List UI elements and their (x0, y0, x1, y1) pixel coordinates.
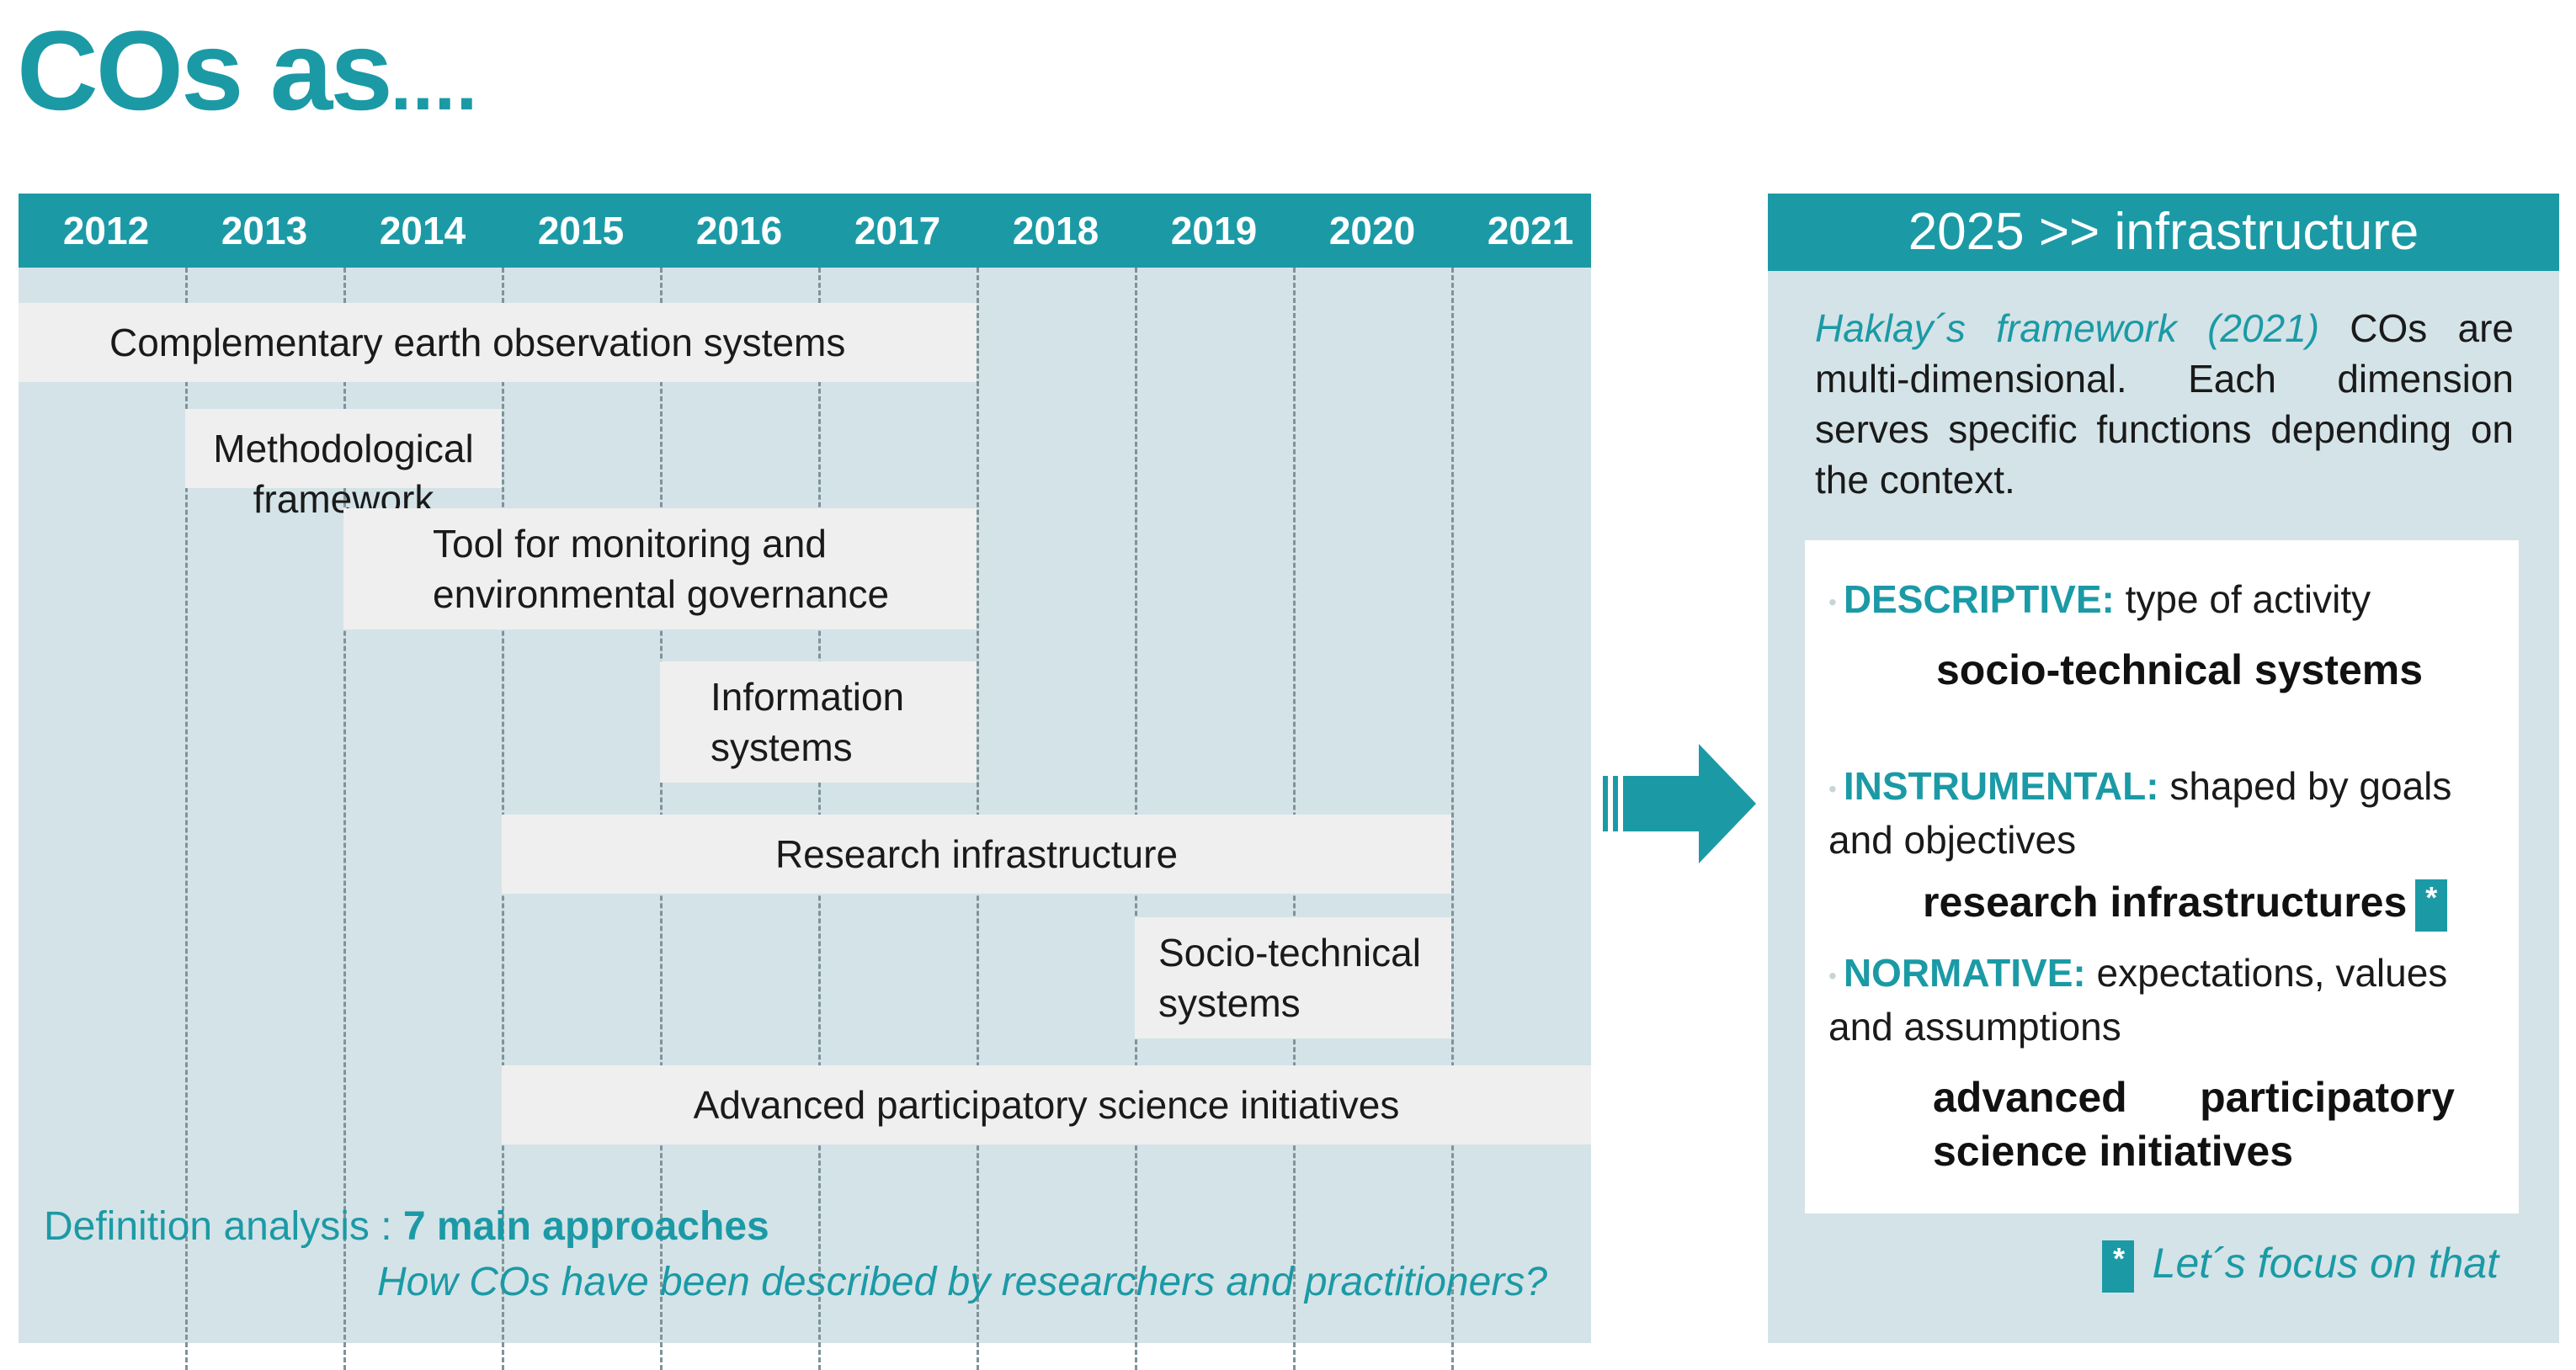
bar-label: Research infrastructure (774, 832, 1179, 876)
dimension-outcome: advanced participatory science initiativ… (1933, 1074, 2455, 1175)
bar-label: systems (1158, 981, 1301, 1025)
dimension-description: type of activity (2114, 577, 2371, 621)
focus-note: * Let´s focus on that (2101, 1239, 2499, 1293)
timeline-bar: Advanced participatory science initiativ… (502, 1065, 1591, 1144)
focus-text: Let´s focus on that (2152, 1240, 2499, 1287)
infrastructure-header: 2025 >> infrastructure (1768, 194, 2559, 271)
bar-label: Information (711, 675, 905, 719)
analysis-prefix: Definition analysis : (44, 1204, 403, 1249)
title-dots: .... (390, 42, 478, 126)
research-question: How COs have been described by researche… (376, 1260, 1547, 1304)
analysis-count: 7 main approaches (402, 1204, 769, 1249)
bullet-icon: • (1828, 962, 1837, 989)
year-gridline (185, 268, 188, 1370)
timeline-bar: Socio-technical systems (1135, 917, 1451, 1038)
timeline-panel: 2012 2013 2014 2015 2016 2017 2018 2019 2020 2021… (19, 194, 1591, 1370)
timeline-bar: Tool for monitoring and environmental gov… (343, 508, 977, 629)
dimensions-box: • DESCRIPTIVE: type of activity socio-tec… (1805, 540, 2519, 1213)
dimension-keyword: INSTRUMENTAL: (1843, 764, 2159, 808)
bar-label: systems (711, 725, 853, 769)
bar-label: Advanced participatory science initiativ… (693, 1083, 1400, 1127)
dimension-description: shaped by goals and objectives (1828, 764, 2452, 862)
year-label: 2013 (221, 209, 308, 252)
asterisk-icon: * (2415, 879, 2448, 932)
dimension-normative: • NORMATIVE: expectations, values and ass… (1828, 948, 2502, 1052)
year-label: 2014 (379, 209, 466, 252)
dimension-descriptive: • DESCRIPTIVE: type of activity (1828, 574, 2502, 628)
framework-intro: Haklay´s framework (2021) COs are multi-… (1815, 303, 2514, 505)
year-label: 2017 (854, 209, 941, 252)
year-label: 2019 (1170, 209, 1258, 252)
bullet-icon: • (1828, 588, 1837, 615)
year-label: 2016 (695, 209, 783, 252)
year-label: 2020 (1328, 209, 1416, 252)
year-label: 2015 (537, 209, 625, 252)
bullet-icon: • (1828, 775, 1837, 802)
framework-reference: Haklay´s framework (2021) (1815, 306, 2320, 350)
outcome-text: research infrastructures (1923, 879, 2408, 926)
title-main: COs as (17, 8, 393, 134)
right-arrow-icon (1603, 744, 1756, 863)
year-gridline (1451, 268, 1454, 1370)
year-header: 2012 2013 2014 2015 2016 2017 2018 2019 2020 2021 (19, 194, 1591, 268)
definition-analysis: Definition analysis : 7 main approaches (44, 1203, 769, 1250)
dimension-description: expectations, values and assumptions (1828, 951, 2448, 1049)
dimension-outcome: research infrastructures * (1923, 875, 2448, 932)
year-gridline (343, 268, 346, 1370)
timeline-bar: Information systems (660, 661, 977, 783)
year-label: 2018 (1012, 209, 1099, 252)
year-label: 2021 (1487, 209, 1574, 252)
timeline-bar: Methodological framework (185, 409, 502, 521)
dimension-keyword: DESCRIPTIVE: (1843, 577, 2115, 621)
dimension-instrumental: • INSTRUMENTAL: shaped by goals and objec… (1828, 761, 2502, 865)
infrastructure-panel: 2025 >> infrastructure Haklay´s framewor… (1768, 194, 2559, 1343)
asterisk-icon: * (2101, 1240, 2134, 1293)
framework-text: COs are multi-dimensional. Each dimensio… (1815, 306, 2514, 502)
bar-label: Complementary earth observation systems (109, 321, 846, 364)
bar-label: Socio-technical (1158, 931, 1421, 974)
bar-label: Tool for monitoring and (433, 522, 827, 566)
year-label: 2012 (62, 209, 150, 252)
page-title: COs as.... (17, 7, 478, 135)
dimension-keyword: NORMATIVE: (1843, 951, 2086, 995)
timeline-bar: Research infrastructure (502, 815, 1451, 894)
bar-label: environmental governance (433, 572, 890, 616)
dimension-outcome: socio-technical systems (1936, 646, 2424, 693)
timeline-bar: Complementary earth observation systems (19, 303, 977, 382)
